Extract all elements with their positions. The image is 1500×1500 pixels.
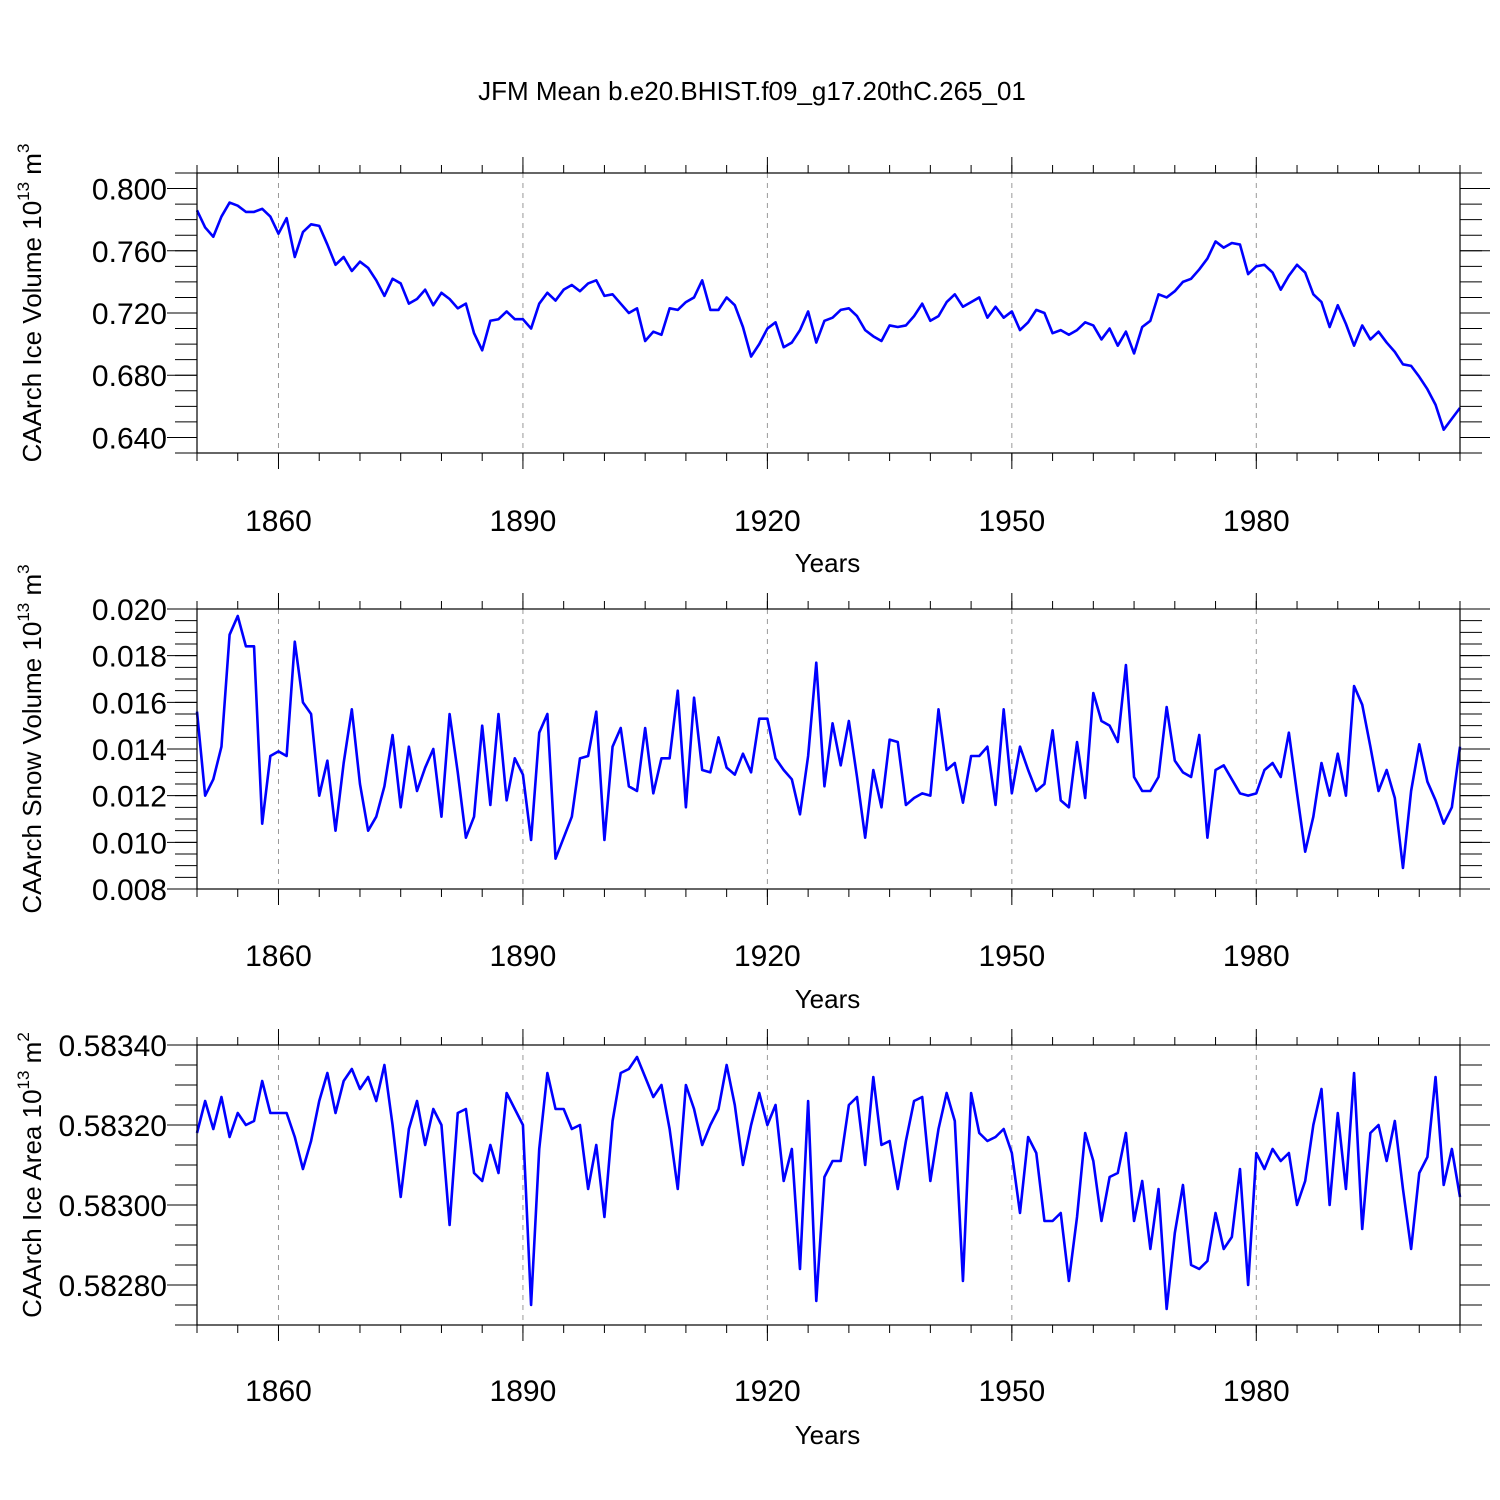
y-axis-label-part: CAArch Snow Volume 10 — [17, 622, 47, 914]
y-axis-label-superscript: 3 — [14, 144, 33, 153]
x-tick-label: 1980 — [1223, 1375, 1290, 1408]
y-axis-label: CAArch Ice Volume 1013 m3 — [14, 144, 47, 463]
y-tick-label: 0.58280 — [59, 1270, 167, 1303]
y-tick-label: 0.010 — [92, 827, 167, 860]
series-line-1 — [195, 201, 1462, 431]
panel-1: 0.640 0.680 0.720 0.760 0.800 1860 1890 1920 195… — [14, 144, 1490, 578]
y-tick-label: 0.016 — [92, 687, 167, 720]
y-tick-label: 0.800 — [92, 174, 167, 207]
y-tick-label: 0.014 — [92, 734, 167, 767]
y-tick-label: 0.58320 — [59, 1110, 167, 1143]
y-tick-label: 0.640 — [92, 422, 167, 455]
x-tick-label: 1950 — [978, 1375, 1045, 1408]
x-tick-label: 1980 — [1223, 505, 1290, 538]
x-tick-label: 1950 — [978, 505, 1045, 538]
y-tick-label: 0.720 — [92, 298, 167, 331]
series-line-1 — [195, 614, 1462, 870]
plot-frame — [196, 608, 1461, 890]
y-axis-label-part: m — [17, 574, 47, 603]
y-tick-label: 0.012 — [92, 781, 167, 814]
y-axis-label-superscript: 3 — [14, 564, 33, 573]
x-axis-label: Years — [795, 548, 861, 578]
x-axis-label: Years — [795, 1420, 861, 1450]
y-tick-label: 0.58340 — [59, 1030, 167, 1063]
series-line-1 — [195, 1055, 1462, 1311]
x-tick-label: 1920 — [734, 1375, 801, 1408]
y-tick-label: 0.020 — [92, 594, 167, 627]
y-axis-label-superscript: 13 — [14, 603, 33, 622]
y-axis-label: CAArch Snow Volume 1013 m3 — [14, 564, 47, 913]
panel-3: 0.58280 0.58300 0.58320 0.58340 1860 1890 1920… — [14, 1029, 1490, 1450]
y-tick-label: 0.018 — [92, 641, 167, 674]
panel-2: 0.008 0.010 0.012 0.014 0.016 0.018 0.020 1860 1… — [14, 564, 1490, 1014]
y-axis-label: CAArch Ice Area 1013 m2 — [14, 1032, 47, 1318]
y-tick-label: 0.008 — [92, 874, 167, 907]
plot-frame — [196, 172, 1461, 454]
panels: 0.640 0.680 0.720 0.760 0.800 1860 1890 1920 195… — [14, 144, 1490, 1450]
x-tick-label: 1980 — [1223, 940, 1290, 973]
x-tick-label: 1860 — [245, 505, 312, 538]
y-axis-label-part: m — [17, 1042, 47, 1071]
x-tick-label: 1860 — [245, 940, 312, 973]
x-tick-label: 1890 — [490, 505, 557, 538]
x-tick-label: 1890 — [490, 940, 557, 973]
x-tick-label: 1890 — [490, 1375, 557, 1408]
y-axis-label-part: CAArch Ice Area 10 — [17, 1089, 47, 1317]
y-axis-label-superscript: 13 — [14, 182, 33, 201]
y-axis-label-superscript: 13 — [14, 1071, 33, 1090]
x-tick-label: 1920 — [734, 505, 801, 538]
x-axis-label: Years — [795, 984, 861, 1014]
y-tick-label: 0.58300 — [59, 1190, 167, 1223]
plot-frame — [196, 1044, 1461, 1326]
y-axis-label-part: m — [17, 153, 47, 182]
x-tick-label: 1920 — [734, 940, 801, 973]
chart-title: JFM Mean b.e20.BHIST.f09_g17.20thC.265_0… — [478, 76, 1026, 106]
y-tick-label: 0.680 — [92, 360, 167, 393]
x-tick-label: 1950 — [978, 940, 1045, 973]
y-tick-label: 0.760 — [92, 236, 167, 269]
y-axis-label-part: CAArch Ice Volume 10 — [17, 201, 47, 463]
y-axis-label-superscript: 2 — [14, 1032, 33, 1041]
x-tick-label: 1860 — [245, 1375, 312, 1408]
